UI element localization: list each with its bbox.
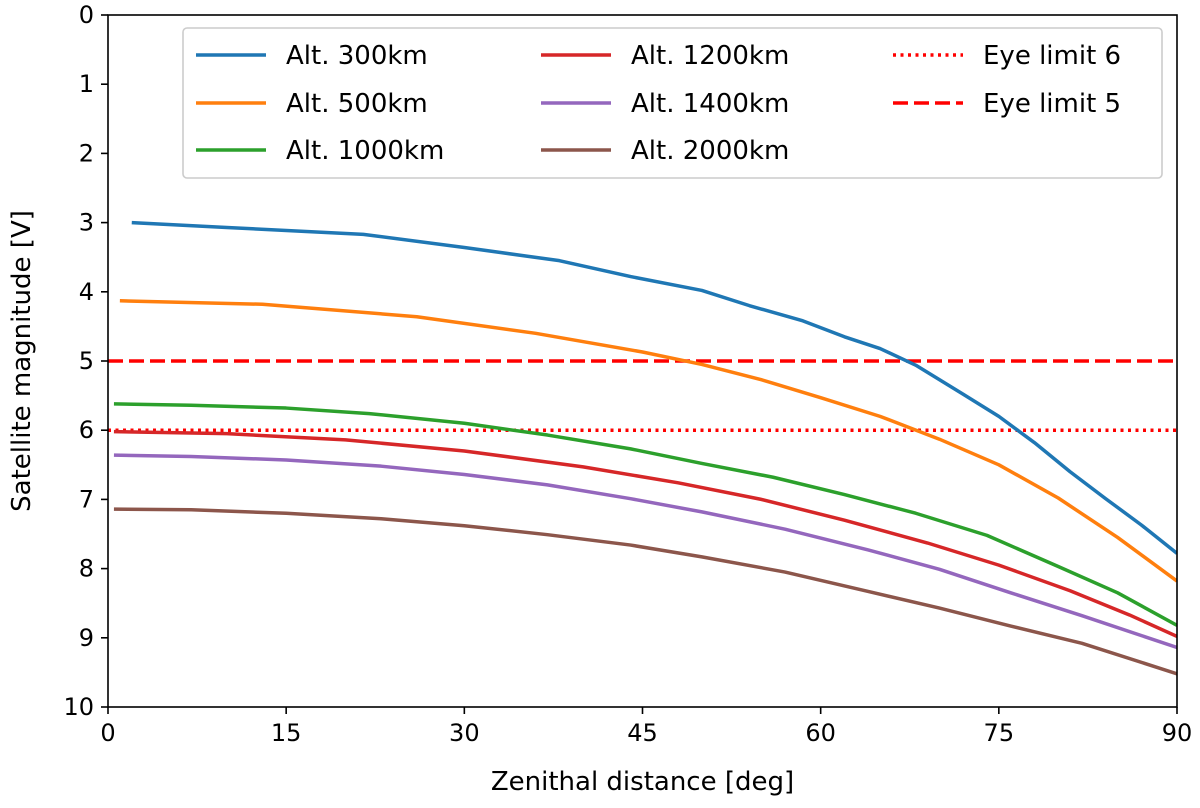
x-tick-label: 30 bbox=[449, 719, 480, 747]
legend-label-alt-1400km: Alt. 1400km bbox=[631, 89, 789, 119]
legend-label-alt-1200km: Alt. 1200km bbox=[631, 41, 789, 71]
legend-label-alt-500km: Alt. 500km bbox=[286, 89, 428, 119]
legend-label-eye-limit-5: Eye limit 5 bbox=[983, 89, 1121, 119]
y-tick-label: 8 bbox=[79, 555, 94, 583]
series-line-alt-2000km bbox=[113, 507, 1177, 676]
y-tick-label: 5 bbox=[79, 347, 94, 375]
x-tick-label: 60 bbox=[805, 719, 836, 747]
x-tick-label: 75 bbox=[984, 719, 1015, 747]
y-tick-label: 9 bbox=[79, 624, 94, 652]
legend-label-alt-2000km: Alt. 2000km bbox=[631, 136, 789, 166]
legend-label-alt-300km: Alt. 300km bbox=[286, 41, 428, 71]
series-line-alt-500km bbox=[119, 299, 1177, 583]
series-layer bbox=[108, 220, 1177, 676]
series-line-alt-1000km bbox=[113, 402, 1177, 627]
y-tick-label: 6 bbox=[79, 416, 94, 444]
legend-label-alt-1000km: Alt. 1000km bbox=[286, 136, 444, 166]
series-line-alt-300km bbox=[131, 220, 1177, 555]
legend: Alt. 300km Alt. 500km Alt. 1000km Alt. 1200… bbox=[182, 27, 1163, 179]
legend-label-eye-limit-6: Eye limit 6 bbox=[983, 41, 1121, 71]
y-tick-label: 1 bbox=[79, 70, 94, 98]
y-tick-label: 4 bbox=[79, 278, 94, 306]
legend-frame bbox=[182, 27, 1163, 179]
y-tick-label: 7 bbox=[79, 485, 94, 513]
x-axis-label: Zenithal distance [deg] bbox=[491, 767, 794, 797]
y-tick-label: 3 bbox=[79, 209, 94, 237]
y-tick-label: 0 bbox=[79, 1, 94, 29]
y-tick-label: 10 bbox=[63, 693, 94, 721]
x-tick-label: 90 bbox=[1162, 719, 1193, 747]
y-axis-label: Satellite magnitude [V] bbox=[7, 210, 37, 512]
series-line-alt-1400km bbox=[113, 453, 1177, 650]
x-tick-label: 0 bbox=[100, 719, 115, 747]
y-tick-label: 2 bbox=[79, 139, 94, 167]
series-line-alt-1200km bbox=[113, 429, 1177, 639]
x-tick-label: 15 bbox=[271, 719, 302, 747]
x-tick-label: 45 bbox=[627, 719, 658, 747]
